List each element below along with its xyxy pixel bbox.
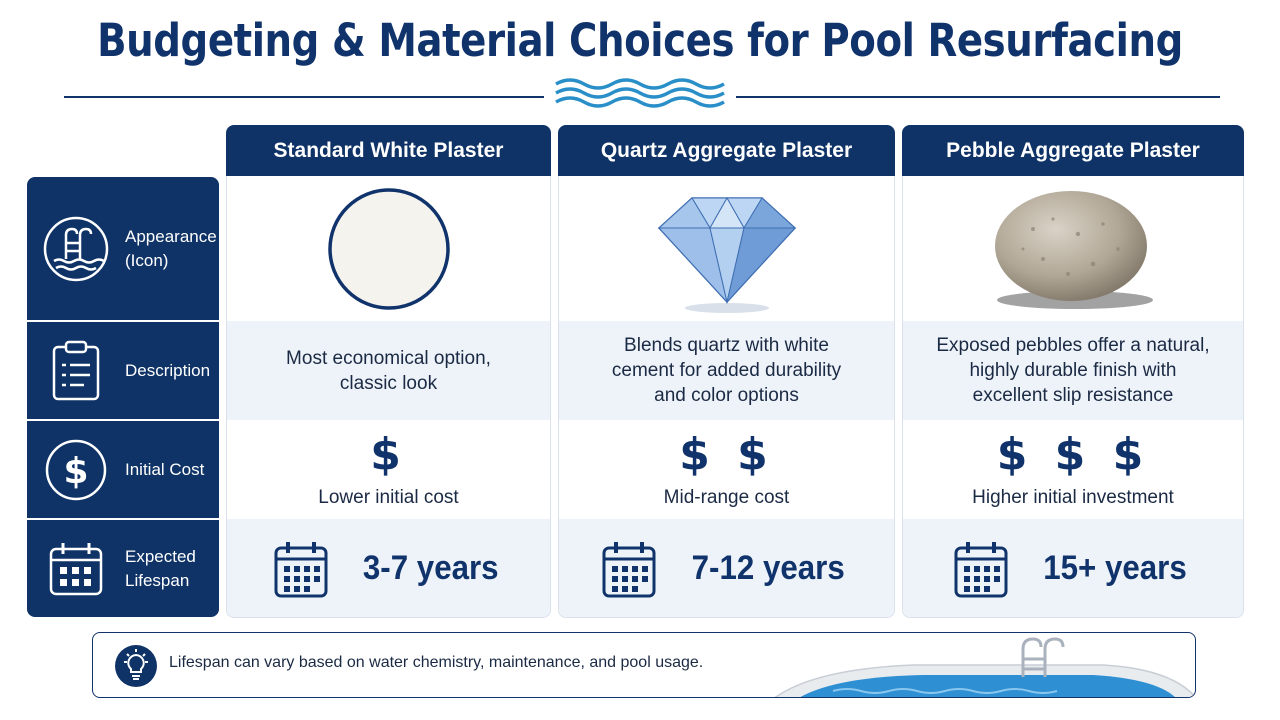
pebble-icon — [995, 190, 1153, 309]
column-header-quartz-aggregate-plaster: Quartz Aggregate Plaster — [558, 125, 895, 177]
row-label-text: Description — [125, 360, 211, 380]
note-text: Lifespan can vary based on water chemist… — [169, 654, 704, 671]
row-label-text: Initial Cost — [125, 459, 205, 479]
cost-cell: $ Lower initial cost — [227, 420, 550, 519]
pool-illustration — [774, 637, 1195, 697]
calendar-icon — [41, 534, 111, 604]
column-quartz-aggregate-plaster: Blends quartz with white cement for adde… — [558, 176, 895, 618]
column-header-pebble-aggregate-plaster: Pebble Aggregate Plaster — [902, 125, 1244, 177]
lightbulb-icon — [115, 645, 157, 687]
calendar-icon — [602, 541, 656, 597]
description-text: Blends quartz with white cement for adde… — [611, 335, 842, 406]
note-box: Lifespan can vary based on water chemist… — [92, 632, 1196, 698]
title-rule-left — [64, 96, 544, 98]
description-cell: Blends quartz with white cement for adde… — [559, 321, 894, 420]
cost-symbol: $ $ — [679, 428, 774, 480]
description-text: Most economical option, classic look — [286, 347, 491, 394]
lifespan-years: 3-7 years — [362, 549, 499, 587]
lifespan-years: 7-12 years — [691, 549, 846, 587]
calendar-icon — [954, 541, 1008, 597]
cost-cell: $ $ $ Higher initial investment — [903, 420, 1243, 519]
row-label-text: Expected Lifespan — [125, 546, 196, 590]
diamond-icon — [657, 196, 796, 313]
cost-cell: $ $ Mid-range cost — [559, 420, 894, 519]
lifespan-cell: 7-12 years — [559, 519, 894, 617]
description-text: Exposed pebbles offer a natural, highly … — [936, 335, 1210, 406]
cost-label: Higher initial investment — [972, 486, 1174, 508]
lifespan-cell: 3-7 years — [227, 519, 550, 617]
calendar-icon — [274, 541, 328, 597]
row-label-text: Appearance (Icon) — [125, 226, 217, 270]
description-cell: Most economical option, classic look — [227, 321, 550, 420]
waves-icon — [555, 78, 725, 108]
row-label-initial-cost: $ Initial Cost — [27, 421, 219, 518]
cost-symbol: $ $ $ — [996, 428, 1150, 480]
column-pebble-aggregate-plaster: Exposed pebbles offer a natural, highly … — [902, 176, 1244, 618]
svg-text:$: $ — [63, 451, 88, 492]
clipboard-icon — [41, 336, 111, 406]
column-header-standard-white-plaster: Standard White Plaster — [226, 125, 551, 177]
title-rule-right — [736, 96, 1220, 98]
cost-label: Mid-range cost — [663, 486, 790, 508]
page-title: Budgeting & Material Choices for Pool Re… — [97, 14, 1183, 67]
row-label-lifespan: Expected Lifespan — [27, 520, 219, 617]
cost-symbol: $ — [370, 428, 407, 480]
row-label-appearance: Appearance (Icon) — [27, 177, 219, 320]
row-label-description: Description — [27, 322, 219, 419]
appearance-cell — [559, 176, 894, 321]
appearance-cell — [227, 176, 550, 321]
description-cell: Exposed pebbles offer a natural, highly … — [903, 321, 1243, 420]
appearance-cell — [903, 176, 1243, 321]
white-plaster-circle-icon — [327, 187, 450, 310]
lifespan-years: 15+ years — [1043, 549, 1187, 587]
cost-label: Lower initial cost — [318, 486, 459, 508]
dollar-icon: $ — [41, 435, 111, 505]
lifespan-cell: 15+ years — [903, 519, 1243, 617]
pool-ladder-icon — [41, 214, 111, 284]
column-standard-white-plaster: Most economical option, classic look $ L… — [226, 176, 551, 618]
